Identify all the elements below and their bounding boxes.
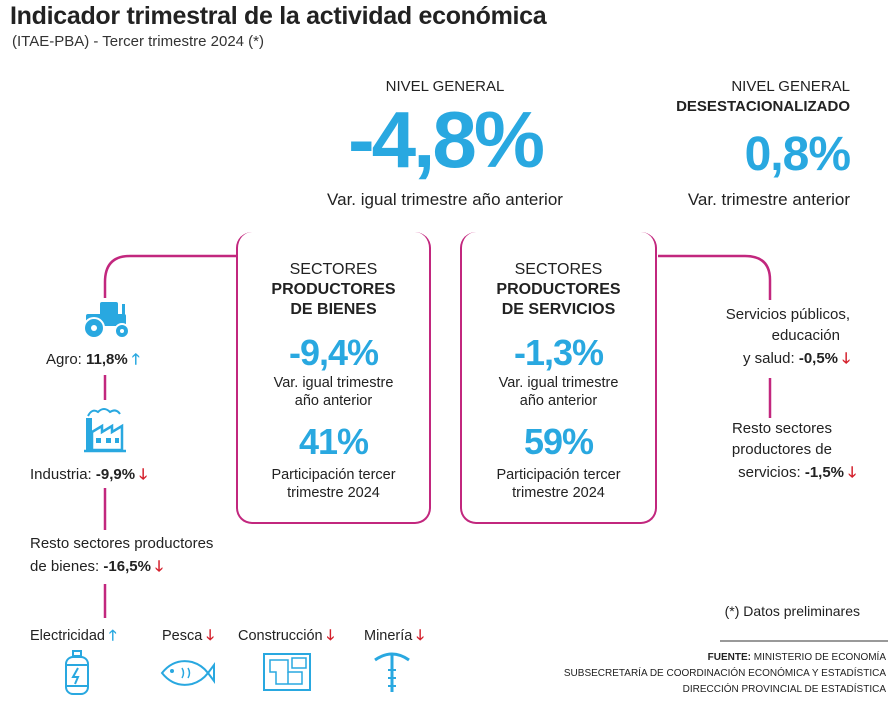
servicios-head-1: SECTORES	[514, 261, 603, 278]
arrow-down-icon: 🡓	[155, 558, 163, 575]
arrow-up-icon: 🡑	[108, 628, 117, 644]
servicios-box	[460, 232, 657, 524]
nivel-general-label: NIVEL GENERAL	[385, 78, 505, 95]
gas-cylinder-icon	[65, 650, 89, 695]
arrow-up-icon: 🡑	[131, 351, 140, 368]
servicios-publicos-line-2: educación	[771, 327, 840, 344]
desestacionalizado-caption: Var. trimestre anterior	[687, 190, 850, 209]
servicios-part-caption-2: trimestre 2024	[512, 485, 605, 501]
arrow-down-icon: 🡓	[326, 628, 335, 644]
industria-item: Industria: -9,9% 🡓	[30, 464, 147, 489]
bienes-head-2: PRODUCTORES	[271, 281, 396, 298]
source-line-1: FUENTE: MINISTERIO DE ECONOMÍA	[486, 652, 886, 663]
servicios-part-value: 59%	[523, 421, 594, 462]
blueprint-icon	[263, 653, 311, 691]
desestacionalizado-value: 0,8%	[744, 128, 851, 181]
pesca-item: Pesca 🡓	[162, 625, 214, 650]
industria-value: -9,9%	[95, 466, 136, 483]
source-line-2: SUBSECRETARÍA DE COORDINACIÓN ECONÓMICA …	[563, 668, 886, 679]
bienes-var-caption-1: Var. igual trimestre	[273, 375, 394, 391]
servicios-part-caption-1: Participación tercer	[496, 467, 621, 483]
resto-bienes-item: de bienes: -16,5% 🡓	[30, 556, 163, 581]
nivel-general-caption: Var. igual trimestre año anterior	[327, 190, 563, 209]
electricidad-item: Electricidad 🡑	[30, 625, 117, 650]
mineria-label: Minería	[364, 628, 413, 644]
desestacionalizado-label-1: NIVEL GENERAL	[731, 78, 850, 95]
bienes-head-3: DE BIENES	[290, 301, 377, 318]
resto-servicios-line-3: servicios:	[738, 464, 801, 481]
nivel-general-value: -4,8%	[348, 95, 545, 184]
bienes-var-value: -9,4%	[288, 332, 379, 373]
source-label: FUENTE:	[707, 652, 751, 663]
resto-servicios-value: -1,5%	[804, 464, 845, 481]
construccion-label: Construcción	[238, 628, 323, 644]
source-ministry: MINISTERIO DE ECONOMÍA	[753, 652, 886, 663]
construccion-item: Construcción 🡓	[238, 625, 334, 650]
bienes-part-caption-2: trimestre 2024	[287, 485, 380, 501]
resto-servicios-item: servicios: -1,5% 🡓	[660, 462, 856, 487]
fish-icon	[160, 660, 215, 686]
mineria-item: Minería 🡓	[364, 625, 424, 650]
electricidad-label: Electricidad	[30, 628, 105, 644]
factory-icon	[84, 408, 126, 453]
desestacionalizado-label-2: DESESTACIONALIZADO	[676, 98, 850, 115]
servicios-head-2: PRODUCTORES	[496, 281, 621, 298]
industria-label: Industria:	[30, 466, 92, 483]
bienes-part-caption-1: Participación tercer	[271, 467, 396, 483]
servicios-var-caption-1: Var. igual trimestre	[498, 375, 619, 391]
tractor-icon	[83, 302, 130, 339]
resto-servicios-line-1: Resto sectores	[731, 420, 832, 437]
arrow-down-icon: 🡓	[206, 628, 214, 644]
arrow-down-icon: 🡓	[848, 464, 856, 481]
footnote: (*) Datos preliminares	[724, 603, 860, 619]
servicios-publicos-value: -0,5%	[798, 350, 839, 367]
servicios-publicos-line-1: Servicios públicos,	[725, 306, 850, 323]
bienes-head-1: SECTORES	[289, 261, 378, 278]
bienes-part-value: 41%	[298, 421, 369, 462]
servicios-publicos-line-3: y salud:	[742, 350, 795, 367]
source-line-3: DIRECCIÓN PROVINCIAL DE ESTADÍSTICA	[682, 684, 886, 695]
page-subtitle: (ITAE-PBA) - Tercer trimestre 2024 (*)	[12, 33, 264, 50]
resto-servicios-line-2: productores de	[731, 441, 832, 458]
resto-bienes-value: -16,5%	[103, 558, 151, 575]
bienes-box	[236, 232, 431, 524]
resto-bienes-line-1: Resto sectores productores	[30, 535, 214, 552]
pesca-label: Pesca	[162, 628, 203, 644]
servicios-head-3: DE SERVICIOS	[501, 301, 616, 318]
agro-label: Agro:	[46, 351, 82, 368]
pickaxe-icon	[374, 652, 410, 692]
servicios-var-caption-2: año anterior	[519, 393, 598, 409]
resto-bienes-line-2: de bienes:	[30, 558, 100, 575]
servicios-var-value: -1,3%	[513, 332, 604, 373]
servicios-publicos-item: y salud: -0,5% 🡓	[660, 348, 850, 373]
bienes-var-caption-2: año anterior	[294, 393, 373, 409]
arrow-down-icon: 🡓	[139, 466, 148, 483]
arrow-down-icon: 🡓	[416, 628, 424, 644]
arrow-down-icon: 🡓	[842, 350, 850, 367]
page-title: Indicador trimestral de la actividad eco…	[10, 2, 547, 30]
agro-value: 11,8%	[86, 351, 128, 368]
agro-item: Agro: 11,8% 🡑	[46, 349, 140, 374]
